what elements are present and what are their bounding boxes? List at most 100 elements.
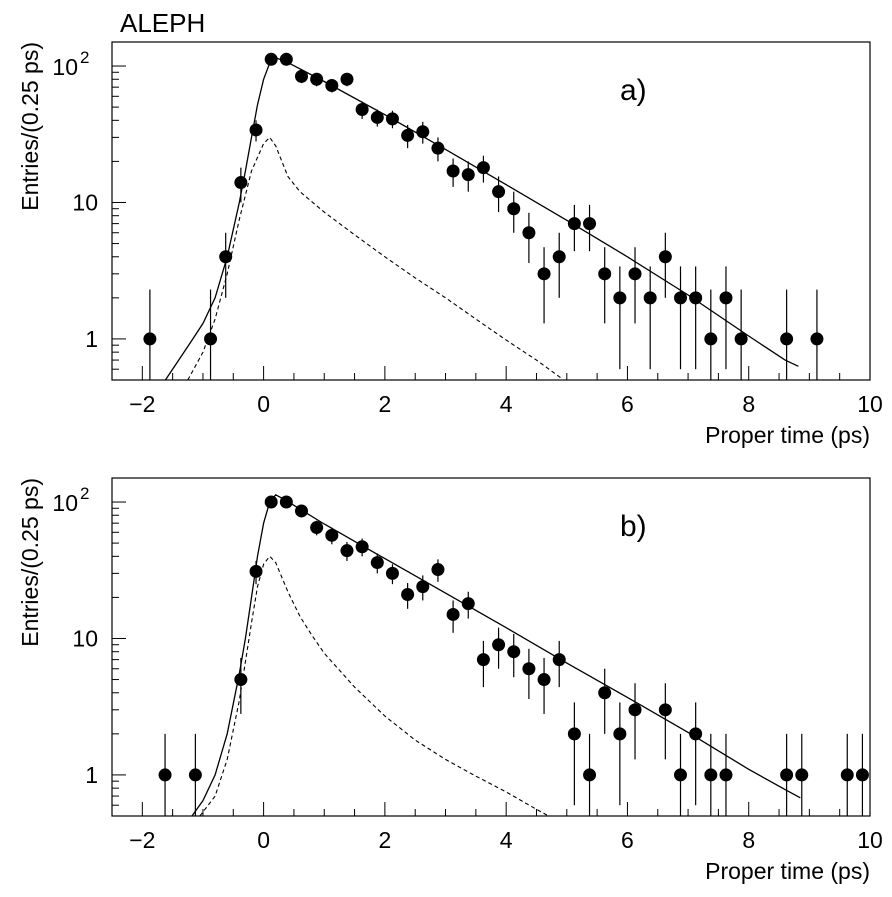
y-tick-exponent: 2 — [80, 48, 89, 67]
background-curve — [187, 136, 562, 380]
y-axis-label: Entries/(0.25 ps) — [17, 42, 43, 211]
data-point — [385, 112, 399, 126]
data-point — [567, 727, 581, 741]
data-point — [658, 250, 672, 264]
x-tick-label: 0 — [257, 827, 270, 853]
data-point — [719, 768, 733, 782]
data-point — [325, 528, 339, 542]
x-axis-label: Proper time (ps) — [705, 422, 870, 448]
data-point — [204, 332, 218, 346]
data-point — [188, 768, 202, 782]
data-point — [325, 78, 339, 92]
data-point — [461, 168, 475, 182]
plot-area — [158, 493, 869, 816]
data-point — [855, 768, 869, 782]
data-point — [628, 267, 642, 281]
y-tick-label: 1 — [85, 326, 98, 352]
x-tick-label: 2 — [378, 391, 391, 417]
fit-curve — [191, 493, 801, 816]
data-point — [249, 564, 263, 578]
data-point — [446, 607, 460, 621]
x-tick-label: 4 — [500, 827, 513, 853]
x-tick-label: 6 — [621, 827, 634, 853]
plot-frame — [111, 41, 871, 381]
data-point — [370, 556, 384, 570]
data-point — [340, 72, 354, 86]
data-point — [537, 673, 551, 687]
x-tick-label: 2 — [378, 827, 391, 853]
x-tick-label: −2 — [129, 827, 155, 853]
data-point — [476, 161, 490, 175]
x-axis-label: Proper time (ps) — [705, 858, 870, 884]
data-point — [583, 217, 597, 231]
data-point — [249, 123, 263, 137]
data-point — [492, 638, 506, 652]
data-point — [234, 176, 248, 190]
y-tick-label: 10 — [52, 490, 78, 516]
data-point — [628, 703, 642, 717]
data-point — [780, 768, 794, 782]
data-point — [795, 768, 809, 782]
y-tick-label: 10 — [72, 625, 98, 651]
data-point — [704, 332, 718, 346]
experiment-label: ALEPH — [120, 8, 205, 38]
data-point — [704, 768, 718, 782]
data-point — [507, 645, 521, 659]
data-point — [689, 291, 703, 305]
data-point — [810, 332, 824, 346]
data-point — [598, 686, 612, 700]
data-point — [234, 673, 248, 687]
data-point — [158, 768, 172, 782]
data-point — [310, 72, 324, 86]
data-point — [492, 185, 506, 199]
data-point — [476, 653, 490, 667]
plot-area — [143, 52, 824, 380]
data-point — [461, 597, 475, 611]
x-tick-label: 0 — [257, 391, 270, 417]
data-point — [385, 566, 399, 580]
data-point — [431, 563, 445, 577]
data-point — [370, 110, 384, 124]
data-point — [552, 250, 566, 264]
x-tick-label: 10 — [857, 391, 883, 417]
data-point — [446, 164, 460, 178]
data-point — [264, 52, 278, 66]
data-point — [613, 291, 627, 305]
data-point — [310, 521, 324, 535]
data-point — [567, 217, 581, 231]
data-point — [734, 332, 748, 346]
data-point — [279, 495, 293, 509]
data-point — [143, 332, 157, 346]
data-point — [674, 291, 687, 305]
x-tick-label: 4 — [500, 391, 513, 417]
data-point — [401, 128, 415, 142]
data-point — [537, 267, 551, 281]
data-point — [219, 250, 233, 264]
plot-frame — [111, 477, 871, 817]
y-tick-exponent: 2 — [80, 484, 89, 503]
data-point — [279, 52, 293, 66]
data-point — [295, 504, 308, 518]
data-point — [355, 540, 369, 554]
x-tick-label: −2 — [129, 391, 155, 417]
data-point — [613, 727, 627, 741]
x-tick-label: 8 — [742, 827, 755, 853]
data-point — [295, 69, 308, 83]
data-point — [658, 703, 672, 717]
data-point — [840, 768, 854, 782]
data-point — [780, 332, 794, 346]
data-point — [689, 727, 703, 741]
data-point — [552, 653, 566, 667]
data-point — [355, 103, 369, 117]
data-point — [401, 588, 415, 602]
data-point — [598, 267, 612, 281]
data-point — [522, 662, 536, 676]
data-point — [431, 141, 445, 155]
data-point — [674, 768, 687, 782]
y-tick-label: 1 — [85, 762, 98, 788]
y-axis-label: Entries/(0.25 ps) — [17, 478, 43, 647]
